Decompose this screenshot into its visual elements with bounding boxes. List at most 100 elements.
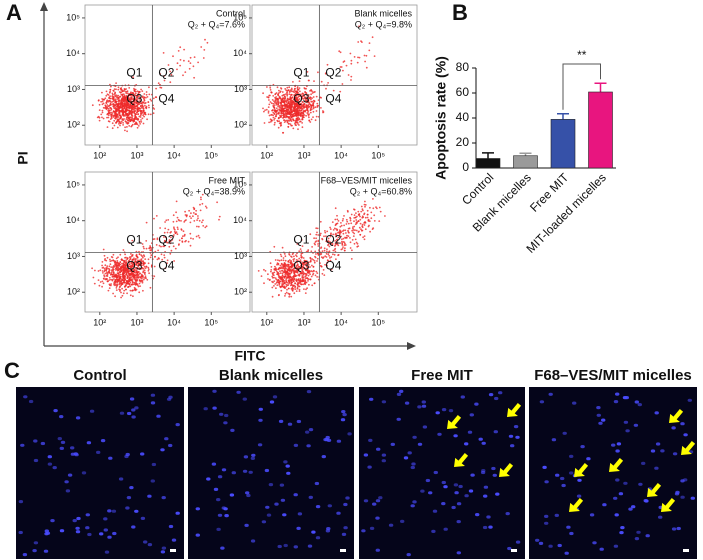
nucleus [134,406,139,410]
nucleus [481,441,486,445]
nucleus [381,459,386,463]
event-dot [115,82,117,84]
nucleus [285,464,290,468]
event-dot [311,246,313,248]
event-dot [288,259,291,261]
event-dot [144,258,147,260]
nucleus [437,432,442,436]
event-dot [114,104,117,107]
event-dot [97,270,100,272]
event-dot [114,283,117,286]
event-dot [353,232,356,235]
nucleus [296,526,301,531]
event-dot [283,265,286,268]
event-dot [127,286,129,288]
event-dot [343,215,345,217]
event-dot [106,106,109,108]
event-dot [301,104,303,106]
event-dot [287,287,290,290]
event-dot [294,87,296,90]
event-dot [123,285,126,288]
event-dot [98,103,101,106]
event-dot [276,109,279,112]
event-dot [361,229,364,232]
event-dot [301,118,304,121]
nucleus [513,425,519,429]
nucleus [633,423,639,427]
event-dot [309,233,312,236]
nucleus [618,492,624,496]
event-dot [272,116,275,119]
y-tick-label: 10⁴ [233,48,247,58]
nucleus [381,400,387,404]
arrow-head [407,342,416,350]
event-dot [144,104,146,107]
event-dot [97,115,100,118]
event-dot [296,87,299,90]
event-dot [145,105,148,108]
nucleus [85,526,90,530]
event-dot [343,60,346,63]
event-dot [150,99,153,102]
event-dot [141,243,144,245]
quadrant-label: Q4 [158,92,174,106]
event-dot [356,242,359,245]
event-dot [148,86,150,89]
event-dot [110,259,113,262]
event-dot [129,281,132,284]
event-dot [140,121,143,123]
nucleus [59,415,64,419]
event-dot [291,96,294,99]
event-dot [282,257,285,259]
nucleus [613,544,619,548]
event-dot [279,276,281,278]
event-dot [133,106,135,109]
quadrant-label: Q2 [325,233,341,247]
event-dot [112,267,114,270]
event-dot [150,254,153,257]
event-dot [273,106,275,108]
event-dot [349,247,352,249]
y-tick-label: 60 [456,85,470,99]
event-dot [103,278,105,280]
nucleus [680,422,685,426]
y-tick-label: 80 [456,60,470,74]
event-dot [218,215,221,218]
event-dot [280,87,282,89]
event-dot [265,108,268,111]
nucleus [599,547,604,551]
event-dot [289,105,291,108]
event-dot [131,272,134,275]
event-dot [373,214,376,217]
event-dot [103,274,105,277]
event-dot [97,279,100,281]
x-tick-label: 10⁵ [371,317,385,327]
event-dot [118,123,120,125]
nucleus [602,503,607,507]
event-dot [277,100,280,103]
event-dot [306,71,309,73]
event-dot [116,120,118,123]
event-dot [121,102,123,105]
bar [475,158,501,169]
event-dot [273,268,276,271]
nucleus [164,437,169,441]
event-dot [284,96,287,99]
event-dot [138,109,141,112]
nucleus [481,469,486,473]
event-dot [126,257,129,260]
event-dot [139,241,141,244]
plot-title: Blank micelles [354,8,412,18]
event-dot [99,281,102,283]
event-dot [272,102,275,105]
event-dot [106,126,109,128]
event-dot [290,116,293,119]
event-dot [117,94,120,97]
event-dot [309,121,312,123]
event-dot [133,98,136,101]
y-tick-label: 10² [67,287,80,297]
event-dot [289,279,291,281]
event-dot [135,263,138,265]
event-dot [173,230,176,233]
